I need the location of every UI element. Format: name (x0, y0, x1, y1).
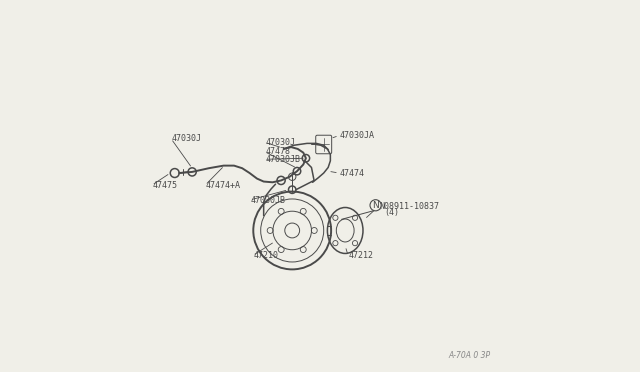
Text: 47475: 47475 (152, 181, 177, 190)
Text: 47474: 47474 (340, 169, 365, 177)
Text: 47030JB: 47030JB (265, 155, 300, 164)
Text: 47030J: 47030J (265, 138, 295, 147)
Text: (4): (4) (384, 208, 399, 217)
Text: A-70A 0 3P: A-70A 0 3P (449, 351, 490, 360)
Circle shape (285, 223, 300, 238)
Text: N08911-10837: N08911-10837 (380, 202, 439, 211)
Text: 47030JA: 47030JA (340, 131, 374, 140)
Text: 47210: 47210 (253, 251, 278, 260)
Text: 47478: 47478 (265, 147, 290, 156)
Text: 47212: 47212 (349, 251, 374, 260)
Text: 47474+A: 47474+A (206, 181, 241, 190)
Text: 47030JB: 47030JB (250, 196, 285, 205)
Text: N: N (372, 201, 379, 210)
Text: 47030J: 47030J (172, 134, 202, 143)
